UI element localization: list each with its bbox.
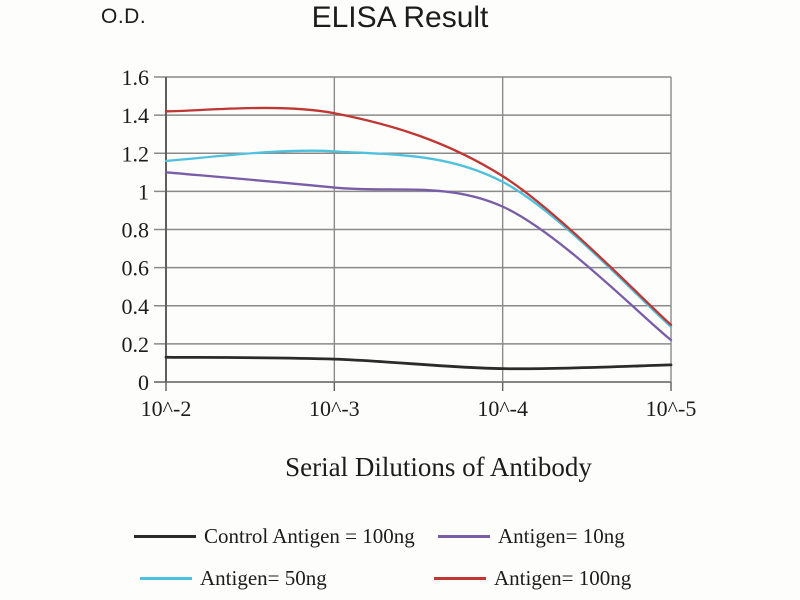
y-tick-label: 0.4 [122,294,150,319]
legend-line-swatch [140,576,192,580]
x-tick-label: 10^-2 [141,396,192,421]
x-tick-label: 10^-4 [477,396,528,421]
legend-line-swatch [438,534,490,538]
legend-item-antigen-100ng: Antigen= 100ng [434,565,632,590]
chart-title: ELISA Result [311,1,489,34]
legend-label: Antigen= 10ng [498,523,625,548]
y-tick-label: 1 [138,179,149,204]
y-axis-unit-label: O.D. [101,5,147,28]
x-tick-label: 10^-3 [309,396,360,421]
legend-line-swatch [434,576,486,580]
series-line-2 [164,149,673,328]
y-tick-label: 0.8 [122,218,150,243]
legend-item-antigen-10ng: Antigen= 10ng [438,523,625,548]
legend-item-control-antigen: Control Antigen = 100ng [134,523,415,548]
elisa-line-chart: 10^-2 10^-3 10^-4 10^-5 0 0.2 0.4 0.6 0.8 1 1.2 1.4… [122,65,697,421]
series-line-1 [164,171,673,342]
legend-item-antigen-50ng: Antigen= 50ng [140,565,327,590]
legend-label: Antigen= 50ng [200,565,327,590]
series-line-3 [164,106,673,326]
y-tick-label: 0.2 [122,332,150,357]
legend-label: Control Antigen = 100ng [204,523,415,548]
y-tick-label: 1.4 [122,103,150,128]
legend-line-swatch [134,534,196,538]
series-line-0 [164,355,673,371]
y-tick-label: 0 [138,370,149,395]
y-tick-label: 0.6 [122,256,150,281]
x-tick-label: 10^-5 [646,396,697,421]
y-tick-label: 1.2 [122,141,150,166]
x-axis-title: Serial Dilutions of Antibody [285,452,592,482]
legend-label: Antigen= 100ng [494,565,632,590]
y-tick-label: 1.6 [122,65,150,90]
